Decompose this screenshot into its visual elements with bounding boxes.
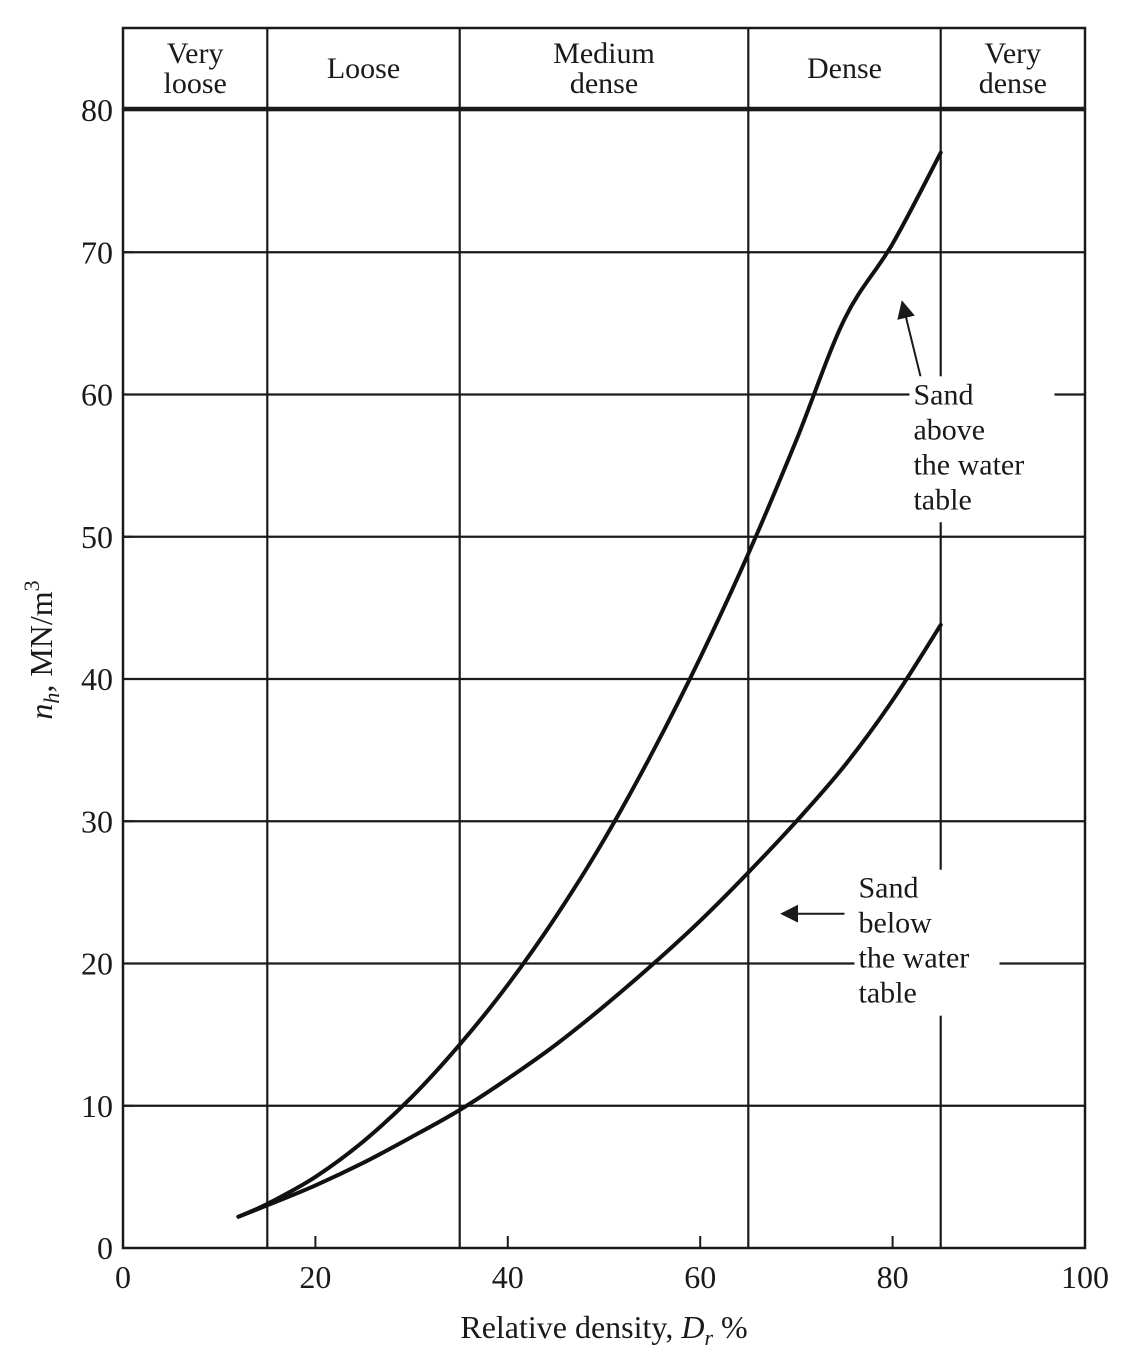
band-label-3-line-0: Dense xyxy=(807,52,882,85)
band-header-frame xyxy=(121,26,1087,110)
series-curves xyxy=(236,150,943,1219)
y-tick-label-50: 50 xyxy=(81,519,113,555)
x-tick-label-80: 80 xyxy=(877,1259,909,1295)
y-tick-label-20: 20 xyxy=(81,946,113,982)
x-tick-label-0: 0 xyxy=(115,1259,131,1295)
x-tick-label-60: 60 xyxy=(684,1259,716,1295)
x-axis-title: Relative density, Dr % xyxy=(460,1309,747,1350)
y-tick-label-30: 30 xyxy=(81,803,113,839)
band-label-4-line-1: dense xyxy=(979,67,1047,100)
band-label-1-line-0: Loose xyxy=(327,52,400,85)
annotation-label-above-line-3: table xyxy=(913,483,971,516)
x-tick-label-40: 40 xyxy=(492,1259,524,1295)
annotation-label-below-line-3: table xyxy=(859,977,917,1010)
x-axis-ticks: 0 20 40 60 80 100 xyxy=(115,1236,1109,1295)
band-label-4-line-0: Very xyxy=(985,37,1042,70)
annotation-label-below-line-2: the water xyxy=(859,942,970,975)
annotation-backdrop-above xyxy=(909,376,1055,523)
y-tick-label-40: 40 xyxy=(81,661,113,697)
band-divider-lines xyxy=(266,28,942,1248)
band-label-0-line-1: loose xyxy=(163,67,226,100)
y-axis-title: nh, MN/m3 xyxy=(19,580,64,719)
annotation-label-below-line-0: Sand xyxy=(859,872,919,905)
band-label-2-line-1: dense xyxy=(570,67,638,100)
y-tick-label-10: 10 xyxy=(81,1088,113,1124)
y-tick-label-80: 80 xyxy=(81,92,113,128)
band-label-0-line-0: Very xyxy=(167,37,224,70)
annotation-arrow-above xyxy=(897,300,923,381)
x-tick-label-20: 20 xyxy=(299,1259,331,1295)
y-tick-label-70: 70 xyxy=(81,234,113,270)
y-tick-label-60: 60 xyxy=(81,377,113,413)
annotation-label-above-line-0: Sand xyxy=(913,378,973,411)
y-tick-label-0: 0 xyxy=(97,1230,113,1266)
annotation-label-above-line-1: above xyxy=(913,413,985,446)
band-label-2-line-0: Medium xyxy=(553,37,655,70)
series-line-above xyxy=(236,150,943,1219)
annotation-backdrop-below xyxy=(854,869,1000,1016)
x-tick-label-100: 100 xyxy=(1061,1259,1109,1295)
annotation-label-above-line-2: the water xyxy=(913,448,1024,481)
y-axis-ticks: 0 10 20 30 40 50 60 70 80 xyxy=(81,92,133,1266)
series-line-below xyxy=(236,622,943,1219)
annotation-label-below-line-1: below xyxy=(859,907,933,940)
